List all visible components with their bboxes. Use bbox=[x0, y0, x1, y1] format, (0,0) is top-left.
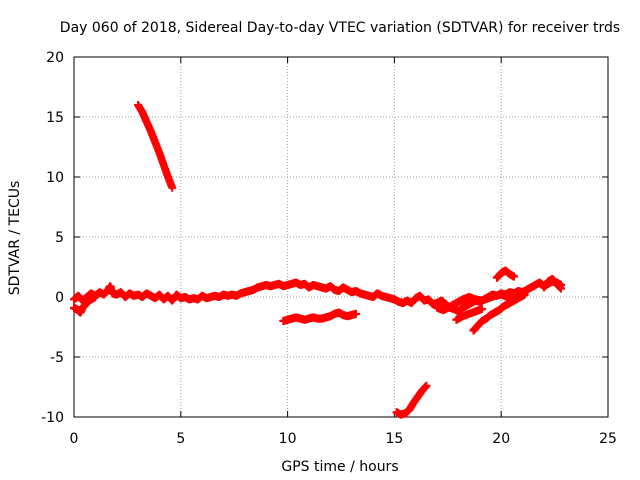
x-tick-label: 5 bbox=[176, 431, 185, 447]
y-tick-label: 10 bbox=[46, 170, 64, 186]
x-tick-label: 15 bbox=[385, 431, 403, 447]
data-point bbox=[351, 309, 360, 318]
data-point bbox=[510, 272, 519, 281]
x-tick-label: 0 bbox=[70, 431, 79, 447]
data-point bbox=[422, 381, 431, 390]
y-tick-label: -5 bbox=[50, 350, 64, 366]
y-tick-label: -10 bbox=[41, 410, 64, 426]
data-points bbox=[70, 101, 566, 419]
data-point bbox=[91, 293, 100, 301]
x-tick-label: 25 bbox=[599, 431, 617, 447]
y-tick-label: 0 bbox=[55, 290, 64, 306]
x-tick-label: 20 bbox=[492, 431, 510, 447]
y-tick-label: 15 bbox=[46, 110, 64, 126]
chart-title: Day 060 of 2018, Sidereal Day-to-day VTE… bbox=[60, 20, 620, 36]
y-tick-label: 20 bbox=[46, 50, 64, 66]
y-tick-label: 5 bbox=[55, 230, 64, 246]
data-point bbox=[168, 183, 177, 192]
x-axis-label: GPS time / hours bbox=[281, 459, 398, 475]
y-axis-label: SDTVAR / TECUs bbox=[7, 181, 23, 296]
data-point bbox=[477, 305, 486, 313]
axis-ticks: 0 5 10 15 20 25 -10 -5 0 5 10 15 20 bbox=[41, 50, 617, 447]
data-point bbox=[557, 284, 566, 293]
x-tick-label: 10 bbox=[279, 431, 297, 447]
data-point bbox=[520, 290, 529, 299]
grid-lines bbox=[74, 57, 608, 417]
